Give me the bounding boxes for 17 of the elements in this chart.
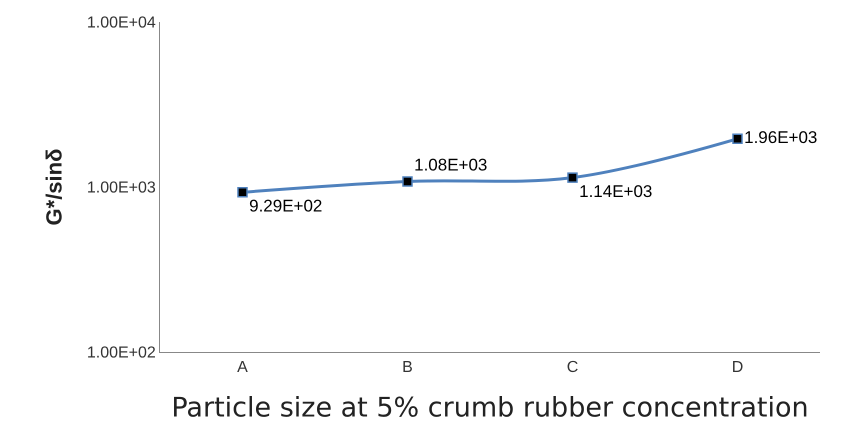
data-label: 9.29E+02: [249, 196, 322, 216]
y-tick-label: 1.00E+02: [86, 344, 156, 362]
x-axis-title: Particle size at 5% crumb rubber concentration: [171, 392, 809, 424]
point: [732, 134, 743, 144]
x-tick-label: B: [402, 359, 413, 376]
y-axis-title: G*/sinδ: [42, 148, 67, 226]
x-tick-label: D: [732, 359, 744, 376]
point: [237, 187, 248, 198]
x-tick-label: C: [566, 359, 578, 376]
y-tick-label: 1.00E+04: [86, 14, 156, 32]
data-label: 1.96E+03: [744, 128, 818, 148]
x-tick-label: A: [237, 359, 248, 376]
y-tick-label: 1.00E+03: [86, 180, 156, 197]
data-label: 1.14E+03: [579, 182, 652, 201]
data-label: 1.08E+03: [414, 156, 488, 175]
point: [402, 176, 413, 187]
point: [567, 172, 578, 183]
